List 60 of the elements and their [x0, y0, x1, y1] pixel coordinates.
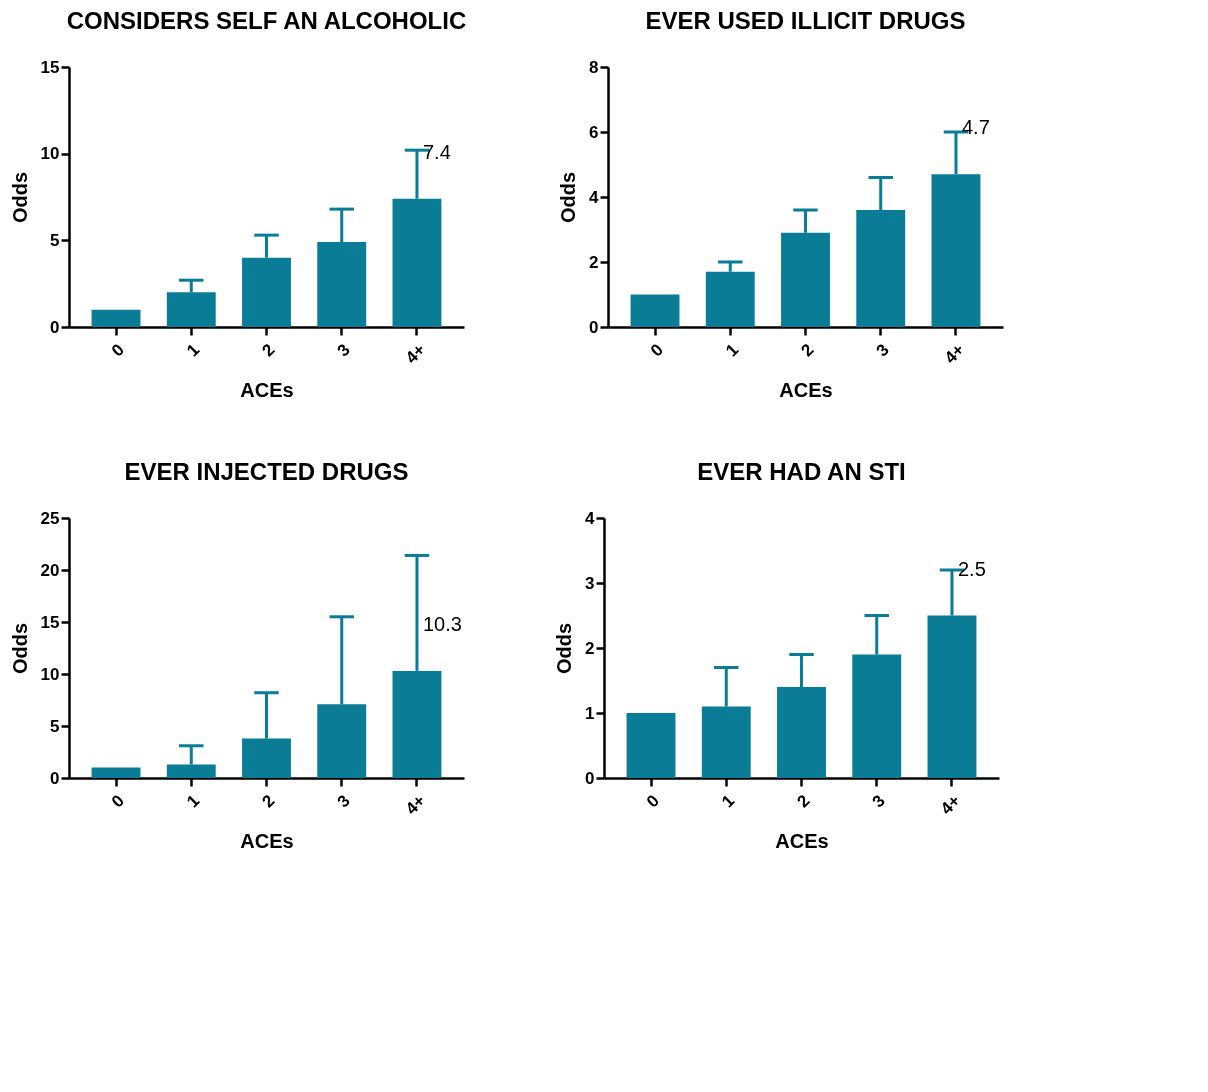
x-tick-label: 1 — [183, 340, 204, 361]
x-tick-label: 2 — [258, 340, 279, 361]
y-tick-label: 4 — [589, 187, 600, 207]
x-tick-label: 0 — [642, 791, 664, 812]
x-tick-label: 2 — [793, 791, 814, 812]
y-tick-label: 5 — [50, 716, 60, 736]
data-label: 7.4 — [422, 140, 451, 163]
y-tick-label: 6 — [589, 122, 599, 142]
x-tick-label: 2 — [797, 340, 818, 361]
y-tick-label: 0 — [589, 317, 599, 337]
x-axis-title: ACEs — [240, 378, 294, 401]
bar — [626, 713, 676, 778]
bar — [91, 309, 141, 327]
y-tick-label: 2 — [589, 252, 599, 272]
y-tick-label: 0 — [585, 768, 595, 788]
y-tick-label: 8 — [589, 57, 599, 77]
x-tick-label: 0 — [646, 340, 668, 361]
x-axis-title: ACEs — [779, 378, 833, 401]
y-axis-title: Odds — [557, 171, 580, 224]
x-tick-label: 3 — [333, 791, 354, 812]
y-tick-label: 1 — [585, 703, 595, 723]
x-axis-title: ACEs — [775, 829, 829, 852]
data-label: 2.5 — [957, 557, 986, 580]
y-tick-label: 10 — [40, 664, 60, 684]
x-tick-label: 1 — [183, 791, 204, 812]
bar — [91, 767, 141, 778]
x-tick-label: 4+ — [936, 791, 965, 819]
y-axis-title: Odds — [8, 171, 31, 224]
y-tick-label: 5 — [50, 230, 60, 250]
data-label: 10.3 — [422, 612, 462, 635]
x-tick-label: 3 — [868, 791, 889, 812]
y-tick-label: 15 — [40, 57, 60, 77]
chart-title: EVER HAD AN STI — [697, 458, 906, 485]
y-tick-label: 4 — [585, 508, 596, 528]
y-tick-label: 20 — [40, 560, 60, 580]
y-tick-label: 25 — [40, 508, 60, 528]
chart-title: EVER INJECTED DRUGS — [124, 458, 409, 485]
x-tick-label: 4+ — [401, 340, 430, 368]
x-tick-label: 0 — [107, 791, 129, 812]
x-tick-label: 4+ — [401, 791, 430, 819]
y-tick-label: 10 — [40, 144, 60, 164]
y-axis-title: Odds — [8, 622, 31, 675]
x-tick-label: 4+ — [940, 340, 969, 368]
y-tick-label: 2 — [585, 638, 595, 658]
y-tick-label: 15 — [40, 612, 60, 632]
y-tick-label: 0 — [50, 317, 60, 337]
y-axis-title: Odds — [553, 622, 576, 675]
x-tick-label: 2 — [258, 791, 279, 812]
x-tick-label: 0 — [107, 340, 129, 361]
x-axis-title: ACEs — [240, 829, 294, 852]
y-tick-label: 0 — [50, 768, 60, 788]
y-tick-label: 3 — [585, 573, 595, 593]
x-tick-label: 3 — [333, 340, 354, 361]
x-tick-label: 1 — [722, 340, 743, 361]
bar — [630, 294, 680, 327]
x-tick-label: 1 — [718, 791, 739, 812]
x-tick-label: 3 — [872, 340, 893, 361]
chart-title: CONSIDERS SELF AN ALCOHOLIC — [66, 7, 467, 34]
chart-title: EVER USED ILLICIT DRUGS — [645, 7, 966, 34]
data-label: 4.7 — [961, 116, 990, 139]
